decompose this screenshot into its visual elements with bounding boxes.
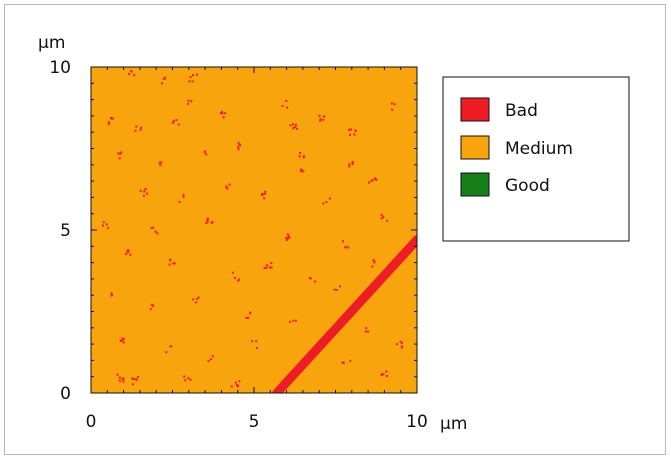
plot-area bbox=[91, 67, 417, 393]
defect-spot bbox=[368, 177, 378, 184]
defect-spot bbox=[333, 285, 341, 291]
defect-spot bbox=[225, 183, 231, 190]
chart-frame: µm 0 5 10 0 5 10 µm Bad Medium Good bbox=[4, 4, 666, 455]
legend-swatch-medium bbox=[460, 135, 490, 160]
defect-spot bbox=[230, 380, 241, 388]
defect-spot bbox=[139, 188, 149, 197]
defect-spot bbox=[158, 161, 163, 167]
y-tick-label: 0 bbox=[60, 384, 71, 404]
defect-spot bbox=[390, 102, 396, 111]
defect-spot bbox=[300, 168, 305, 173]
defect-spot bbox=[237, 141, 242, 151]
defect-spot bbox=[116, 373, 125, 383]
defect-spot bbox=[289, 123, 298, 130]
legend: Bad Medium Good bbox=[442, 76, 630, 242]
defect-spot bbox=[134, 125, 142, 132]
defect-spot bbox=[178, 193, 185, 204]
defect-spot bbox=[263, 262, 273, 269]
legend-swatch-bad bbox=[460, 97, 490, 122]
defect-spot bbox=[188, 73, 198, 83]
defect-spot bbox=[285, 233, 291, 242]
defect-spot bbox=[281, 99, 289, 109]
defect-spot bbox=[107, 117, 114, 125]
defect-spot bbox=[205, 217, 214, 224]
legend-label-bad: Bad bbox=[505, 101, 538, 121]
defect-spot bbox=[172, 119, 180, 126]
defect-spot bbox=[261, 190, 267, 200]
x-axis-unit: µm bbox=[440, 414, 467, 434]
x-tick-label: 10 bbox=[406, 412, 428, 432]
defect-spot bbox=[192, 296, 200, 304]
defect-spot bbox=[220, 110, 227, 119]
defect-spot bbox=[395, 340, 404, 349]
y-axis-unit: µm bbox=[38, 33, 65, 53]
defect-spot bbox=[348, 128, 357, 136]
x-tick-label: 0 bbox=[86, 412, 97, 432]
defect-spot bbox=[371, 259, 376, 268]
defect-spot bbox=[251, 340, 258, 350]
defect-spot bbox=[364, 327, 370, 333]
defect-band-group bbox=[101, 70, 417, 393]
y-tick-label: 5 bbox=[60, 221, 71, 241]
defect-spot bbox=[245, 311, 252, 319]
defect-spot bbox=[128, 70, 136, 77]
defect-spot bbox=[124, 249, 132, 256]
defect-spot bbox=[161, 76, 167, 85]
defect-spot bbox=[101, 221, 110, 230]
legend-swatch-good bbox=[460, 172, 490, 197]
y-tick-label: 10 bbox=[49, 58, 71, 78]
defect-spot bbox=[149, 303, 155, 311]
x-tick-label: 5 bbox=[249, 412, 260, 432]
defect-spot bbox=[207, 355, 214, 362]
defect-spot bbox=[380, 214, 389, 222]
defect-spot bbox=[110, 292, 113, 297]
defect-spot bbox=[131, 376, 139, 386]
defect-spot bbox=[117, 151, 123, 160]
defect-spot bbox=[187, 99, 193, 105]
defect-spot bbox=[322, 197, 331, 205]
defect-spot bbox=[380, 370, 388, 377]
defect-spot bbox=[231, 271, 241, 282]
defect-spot bbox=[318, 114, 326, 122]
defect-spot bbox=[119, 337, 125, 344]
defect-spot bbox=[150, 226, 159, 235]
defect-map-chart: µm 0 5 10 0 5 10 µm Bad Medium Good bbox=[38, 33, 630, 434]
defect-spot bbox=[183, 375, 192, 382]
legend-label-medium: Medium bbox=[505, 139, 573, 159]
map-background bbox=[91, 67, 417, 393]
defect-spot bbox=[289, 319, 297, 323]
axes: 0 5 10 0 5 10 bbox=[49, 58, 427, 432]
defect-spot bbox=[203, 150, 208, 156]
defect-spot bbox=[342, 240, 350, 249]
defect-spot bbox=[168, 258, 176, 266]
defect-spot bbox=[348, 160, 354, 168]
legend-label-good: Good bbox=[505, 176, 550, 196]
defect-spot bbox=[298, 152, 305, 159]
defect-spot bbox=[341, 359, 352, 364]
defect-spot bbox=[165, 345, 173, 354]
defect-band bbox=[272, 235, 417, 393]
defect-spot bbox=[308, 276, 317, 283]
